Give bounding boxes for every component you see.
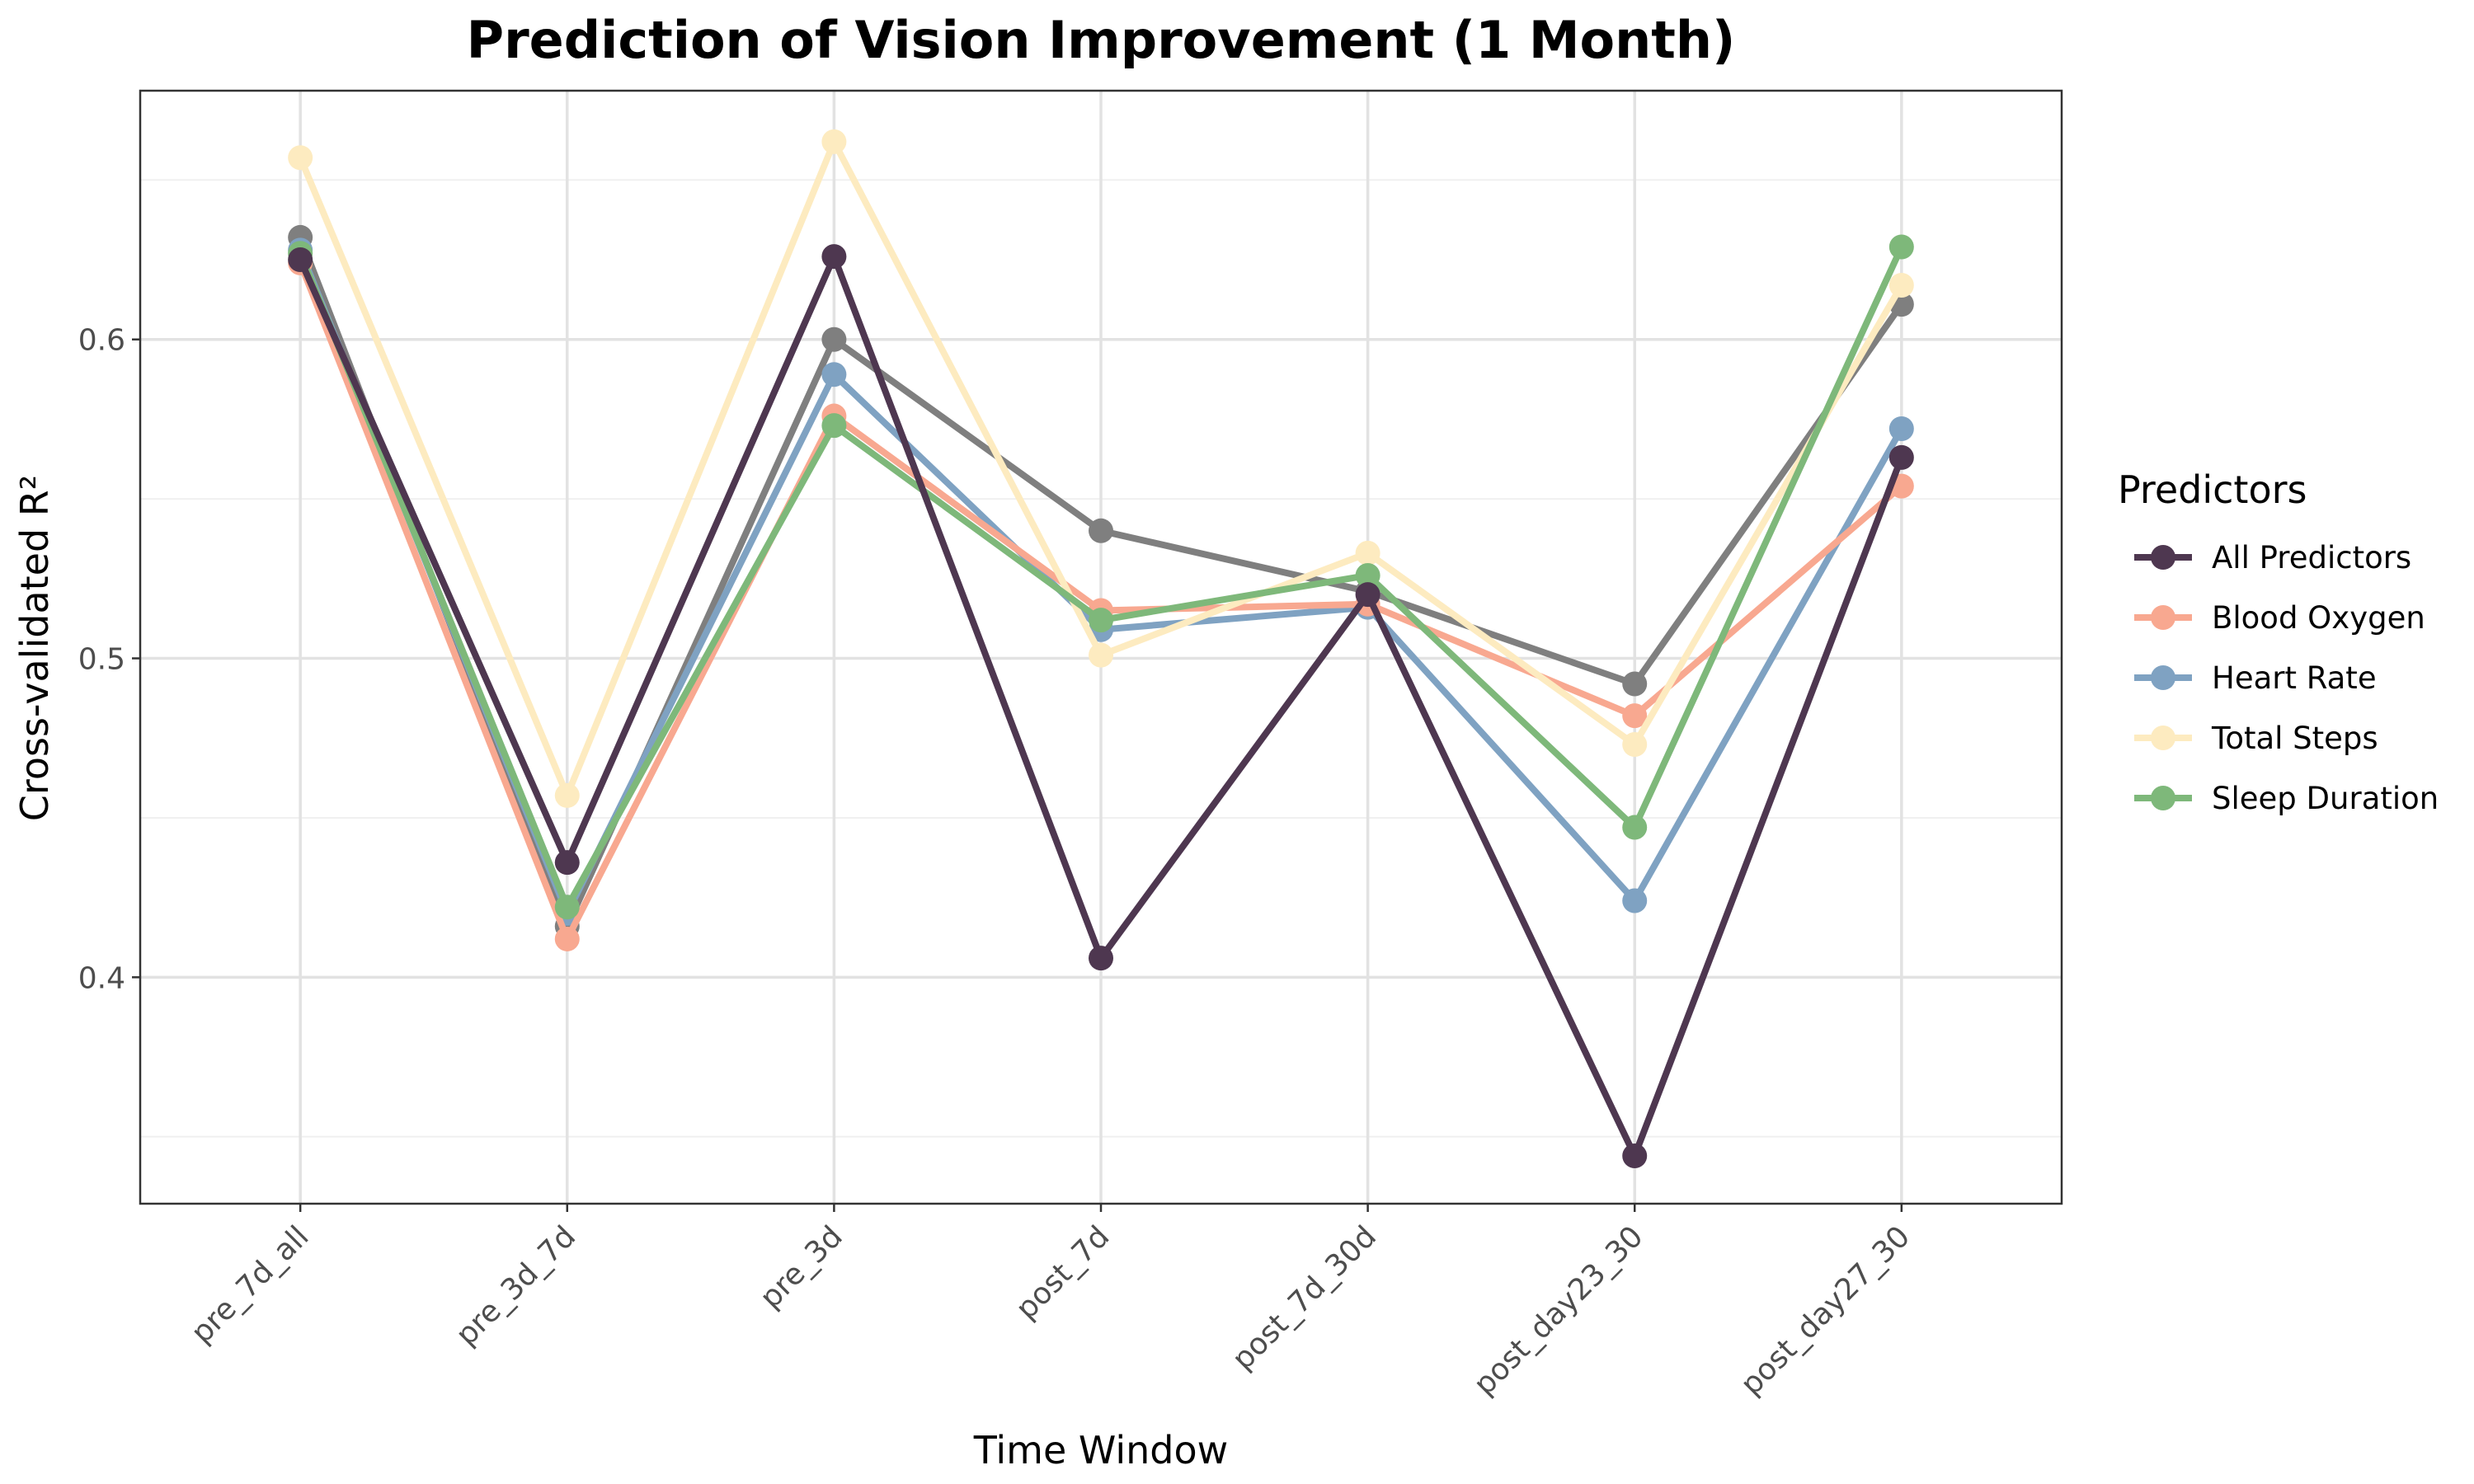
series-layer [288, 129, 1914, 1168]
x-tick-label: post_day27_30 [1734, 1219, 1917, 1402]
legend-item: Blood Oxygen [2134, 600, 2425, 636]
legend-title: Predictors [2118, 467, 2307, 512]
legend-key-point [2151, 665, 2175, 690]
chart-title: Prediction of Vision Improvement (1 Mont… [467, 10, 1736, 70]
data-point [1089, 518, 1113, 543]
legend-key-point [2151, 545, 2175, 570]
data-point [1089, 946, 1113, 971]
y-axis-title: Cross-validated R² [12, 475, 57, 821]
data-point [1622, 671, 1648, 697]
data-point [1622, 731, 1648, 757]
data-point [821, 244, 847, 270]
legend-key-point [2151, 726, 2175, 750]
data-point [1622, 888, 1648, 913]
data-point [1089, 642, 1113, 668]
x-axis-ticks: pre_7d_all pre_3d_7d pre_3d post_7d post_7d_… [185, 1204, 1917, 1402]
series-total-steps [288, 129, 1914, 808]
data-point [554, 926, 580, 951]
data-point [1622, 815, 1648, 840]
legend-item: Sleep Duration [2134, 781, 2439, 816]
x-tick-label: post_day23_30 [1468, 1219, 1650, 1402]
x-axis-title: Time Window [973, 1428, 1229, 1472]
legend-item: All Predictors [2134, 540, 2411, 575]
legend-item: Total Steps [2134, 721, 2378, 756]
x-tick-label: post_7d [1009, 1219, 1116, 1326]
data-point [1355, 540, 1380, 566]
data-point [821, 362, 847, 387]
data-point [1089, 608, 1113, 633]
legend-label: Blood Oxygen [2212, 600, 2425, 636]
legend-label: Heart Rate [2212, 660, 2377, 696]
data-point [1622, 703, 1648, 729]
data-point [1355, 582, 1380, 608]
data-point [1888, 272, 1914, 298]
legend-label: Sleep Duration [2212, 781, 2439, 816]
data-point [1622, 1143, 1648, 1168]
data-point [554, 895, 580, 920]
data-point [821, 326, 847, 352]
data-point [288, 145, 313, 171]
x-tick-label: pre_3d_7d [449, 1219, 582, 1352]
x-tick-label: post_7d_30d [1226, 1219, 1383, 1376]
legend-label: Total Steps [2211, 721, 2378, 756]
y-tick-label: 0.6 [78, 324, 125, 358]
y-tick-label: 0.5 [78, 643, 125, 677]
legend-label: All Predictors [2212, 540, 2411, 575]
legend-key-point [2151, 786, 2175, 810]
x-tick-label: pre_7d_all [185, 1219, 315, 1350]
data-point [554, 850, 580, 876]
y-axis-ticks: 0.4 0.5 0.6 [78, 324, 140, 995]
legend-key-point [2151, 605, 2175, 630]
series-all-predictors [288, 244, 1914, 1168]
data-point [1888, 416, 1914, 442]
data-point [821, 413, 847, 439]
data-point [821, 129, 847, 154]
data-point [1355, 562, 1380, 588]
x-tick-label: pre_3d [754, 1219, 849, 1315]
data-point [1888, 234, 1914, 260]
legend-items: All Predictors Blood Oxygen Heart Rate Tota… [2134, 540, 2439, 816]
series-sleep-duration [288, 234, 1914, 920]
data-point [288, 247, 313, 273]
data-point [1888, 444, 1914, 470]
legend-item: Heart Rate [2134, 660, 2377, 696]
y-tick-label: 0.4 [78, 961, 125, 995]
legend: Predictors All Predictors Blood Oxygen Hea… [2118, 467, 2439, 816]
data-point [554, 782, 580, 808]
